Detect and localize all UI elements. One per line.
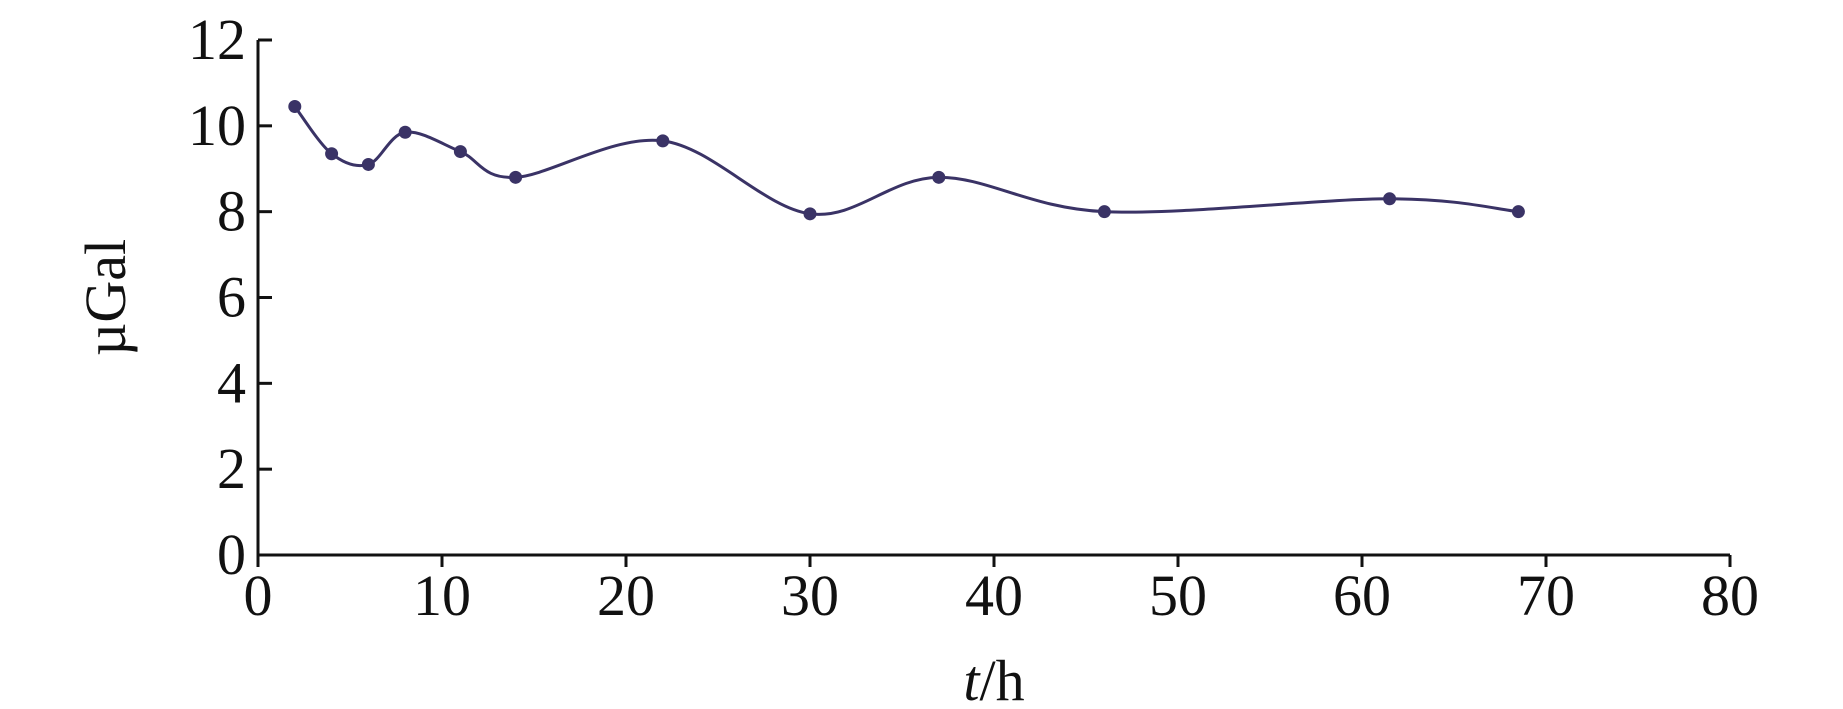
data-point — [361, 157, 375, 171]
data-point — [325, 147, 339, 161]
x-tick-label: 0 — [244, 563, 273, 628]
y-tick-label: 0 — [217, 522, 246, 587]
x-tick-label: 50 — [1149, 563, 1207, 628]
y-tick-label: 10 — [188, 93, 246, 158]
x-tick-label: 10 — [413, 563, 471, 628]
series-layer — [288, 100, 1525, 221]
axes — [256, 40, 1730, 557]
y-tick-label: 4 — [217, 350, 246, 415]
x-ticks: 0 10 20 30 40 50 60 70 80 — [244, 555, 1759, 628]
x-tick-label: 20 — [597, 563, 655, 628]
y-ticks: 0 2 4 6 8 10 12 — [188, 7, 272, 587]
data-point — [453, 145, 467, 159]
x-tick-label: 70 — [1517, 563, 1575, 628]
x-tick-label: 80 — [1701, 563, 1759, 628]
x-tick-label: 60 — [1333, 563, 1391, 628]
x-axis-title-variable: t — [963, 648, 981, 709]
data-point — [1097, 205, 1111, 219]
y-tick-label: 6 — [217, 265, 246, 330]
y-tick-label: 2 — [217, 436, 246, 501]
data-point — [288, 100, 302, 114]
y-tick-label: 8 — [217, 179, 246, 244]
data-point — [803, 207, 817, 221]
data-point — [656, 134, 670, 148]
data-point — [398, 125, 412, 139]
x-axis-title: t/h — [963, 648, 1024, 709]
x-axis-title-unit: /h — [980, 648, 1025, 709]
x-tick-label: 40 — [965, 563, 1023, 628]
x-tick-label: 30 — [781, 563, 839, 628]
data-point — [1383, 192, 1397, 206]
y-tick-label: 12 — [188, 7, 246, 72]
data-point — [1511, 205, 1525, 219]
series-line — [293, 105, 1519, 216]
data-point — [932, 170, 946, 184]
y-axis-title: µGal — [73, 239, 138, 356]
data-point — [509, 170, 523, 184]
